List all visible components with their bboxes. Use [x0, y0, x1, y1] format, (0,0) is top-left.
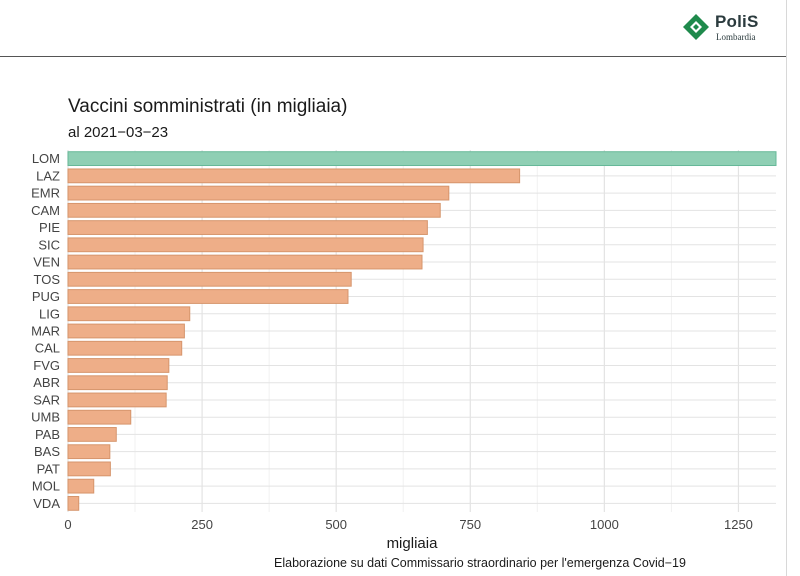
- category-label-lom: LOM: [32, 151, 60, 166]
- label-layer: LOM LAZ EMR CAM PIE SIC VEN TOS PUG LIG MAR CAL FVG A…: [31, 151, 753, 552]
- bar-umb: [67, 409, 132, 425]
- category-label-lig: LIG: [39, 306, 60, 321]
- category-label-pab: PAB: [35, 427, 60, 442]
- category-label-laz: LAZ: [36, 168, 60, 183]
- category-label-abr: ABR: [33, 375, 60, 390]
- polis-logo: PoliS Lombardia: [682, 10, 782, 46]
- category-label-pug: PUG: [32, 289, 60, 304]
- bar-emr: [67, 185, 450, 201]
- bar-vda: [67, 495, 80, 511]
- right-border: [786, 0, 787, 576]
- category-label-fvg: FVG: [33, 358, 60, 373]
- x-tick-label: 250: [191, 517, 213, 532]
- bar-sic: [67, 237, 424, 253]
- category-label-emr: EMR: [31, 186, 60, 201]
- category-label-umb: UMB: [31, 410, 60, 425]
- bar-ven: [67, 254, 423, 270]
- category-label-mar: MAR: [31, 324, 60, 339]
- category-label-cal: CAL: [35, 341, 60, 356]
- header-divider: [0, 56, 786, 57]
- bar-abr: [67, 375, 168, 391]
- bar-pie: [67, 220, 428, 235]
- bar-lig: [67, 306, 191, 322]
- logo-name: PoliS: [715, 12, 759, 31]
- bar-tos: [67, 271, 352, 287]
- category-label-mol: MOL: [32, 479, 60, 494]
- chart-subtitle: al 2021−03−23: [68, 124, 169, 141]
- chart-title: Vaccini somministrati (in migliaia): [68, 96, 348, 117]
- bar-lom: [67, 151, 777, 167]
- bar-mol: [67, 478, 95, 494]
- category-label-vda: VDA: [33, 496, 60, 511]
- category-label-sar: SAR: [33, 392, 60, 407]
- x-tick-label: 750: [459, 517, 481, 532]
- category-label-tos: TOS: [34, 272, 61, 287]
- x-tick-label: 0: [64, 517, 71, 532]
- category-label-bas: BAS: [34, 444, 60, 459]
- logo-subtitle: Lombardia: [716, 32, 756, 42]
- bar-cam: [67, 202, 441, 218]
- x-axis-title: migliaia: [387, 535, 439, 552]
- category-label-sic: SIC: [38, 237, 60, 252]
- bar-layer: [67, 151, 777, 511]
- bar-cal: [67, 340, 183, 356]
- bar-laz: [67, 168, 521, 184]
- x-tick-label: 500: [325, 517, 347, 532]
- bar-pug: [67, 289, 349, 304]
- category-label-cam: CAM: [31, 203, 60, 218]
- source-caption: Elaborazione su dati Commissario straord…: [274, 556, 686, 570]
- x-tick-label: 1250: [724, 517, 753, 532]
- polis-logo-icon: [683, 14, 709, 40]
- category-label-pat: PAT: [37, 461, 60, 476]
- bar-pab: [67, 427, 117, 442]
- bar-mar: [67, 323, 185, 339]
- bar-bas: [67, 444, 111, 460]
- x-tick-label: 1000: [590, 517, 619, 532]
- bar-pat: [67, 461, 111, 477]
- category-label-pie: PIE: [39, 220, 60, 235]
- category-label-ven: VEN: [33, 255, 60, 270]
- bar-fvg: [67, 358, 170, 373]
- bar-sar: [67, 392, 167, 408]
